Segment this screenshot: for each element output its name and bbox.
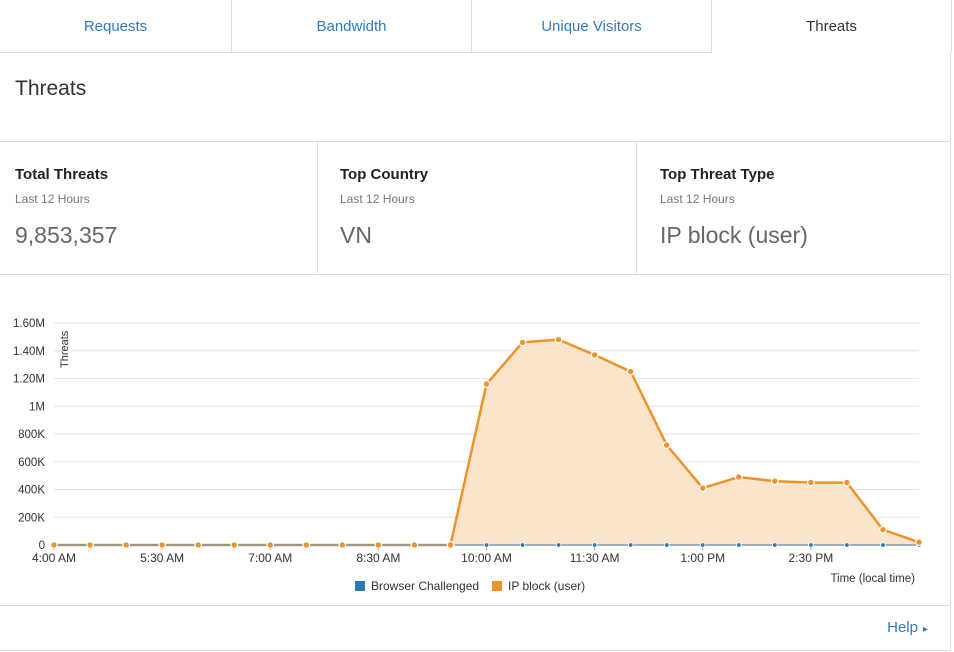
browser-challenged-point — [627, 542, 634, 548]
ip-block-point — [698, 484, 707, 493]
browser-challenged-point — [736, 542, 742, 548]
y-tick-label: 1M — [29, 401, 45, 413]
ip-block-point — [410, 541, 419, 549]
x-tick-label: 4:00 AM — [32, 551, 76, 565]
stat-label: Top Threat Type — [660, 166, 775, 183]
browser-challenged-point — [555, 542, 562, 548]
y-tick-label: 400K — [18, 485, 45, 497]
stats-row: Total Threats Last 12 Hours 9,853,357 To… — [0, 141, 950, 275]
browser-challenged-point — [664, 542, 670, 548]
help-label: Help — [887, 619, 918, 636]
y-tick-label: 200K — [18, 512, 45, 524]
ip-block-point — [194, 541, 203, 549]
x-tick-label: 5:30 AM — [140, 551, 184, 565]
tab-unique-visitors[interactable]: Unique Visitors — [472, 0, 712, 53]
y-tick-label: 0 — [39, 540, 45, 552]
help-link[interactable]: Help ▸ — [887, 619, 928, 636]
legend-swatch-ip-block — [492, 581, 502, 591]
chevron-right-icon: ▸ — [922, 624, 928, 635]
tab-requests[interactable]: Requests — [0, 0, 232, 53]
ip-block-point — [590, 351, 599, 359]
y-tick-label: 1.40M — [13, 346, 45, 358]
browser-challenged-point — [772, 542, 778, 548]
stat-sub: Last 12 Hours — [340, 192, 415, 206]
browser-challenged-point — [880, 542, 886, 548]
browser-challenged-point — [844, 542, 850, 548]
ip-block-point — [50, 541, 58, 549]
divider — [0, 605, 950, 606]
browser-challenged-point — [700, 542, 706, 548]
stat-top-country: Top Country Last 12 Hours VN — [318, 142, 637, 273]
legend-label-browser-challenged: Browser Challenged — [371, 579, 479, 593]
tab-bandwidth[interactable]: Bandwidth — [232, 0, 472, 53]
stat-value: 9,853,357 — [15, 222, 118, 248]
ip-block-point — [843, 478, 851, 487]
stat-value: IP block (user) — [660, 222, 808, 248]
stat-value: VN — [340, 222, 372, 248]
stat-sub: Last 12 Hours — [15, 192, 90, 206]
y-tick-label: 1.20M — [13, 374, 45, 386]
browser-challenged-point — [591, 542, 598, 548]
ip-block-area — [54, 339, 919, 545]
ip-block-point — [338, 541, 347, 549]
ip-block-point — [626, 367, 635, 376]
browser-challenged-point — [519, 542, 526, 548]
browser-challenged-point — [808, 542, 814, 548]
threats-panel: Threats Total Threats Last 12 Hours 9,85… — [0, 52, 951, 651]
legend-swatch-browser-challenged — [355, 581, 365, 591]
stat-sub: Last 12 Hours — [660, 192, 735, 206]
legend-label-ip-block: IP block (user) — [508, 579, 585, 593]
ip-block-point — [122, 541, 130, 549]
ip-block-point — [374, 541, 383, 549]
ip-block-point — [770, 477, 779, 486]
ip-block-point — [554, 335, 563, 344]
ip-block-point — [518, 338, 527, 347]
y-axis-label: Threats — [59, 330, 71, 368]
x-tick-label: 2:30 PM — [789, 551, 834, 565]
x-tick-label: 10:00 AM — [461, 551, 512, 565]
ip-block-point — [230, 541, 239, 549]
x-tick-label: 7:00 AM — [248, 551, 292, 565]
y-tick-label: 1.60M — [13, 318, 45, 330]
ip-block-point — [266, 541, 275, 549]
stat-top-threat-type: Top Threat Type Last 12 Hours IP block (… — [637, 142, 950, 273]
x-axis-label: Time (local time) — [830, 573, 915, 585]
ip-block-point — [86, 541, 94, 549]
threats-chart: 0 200K 400K 600K 800K 1M 1.20M 1.40M 1.60M Threat… — [13, 318, 923, 593]
browser-challenged-point — [483, 542, 490, 548]
tab-threats[interactable]: Threats — [712, 0, 952, 53]
ip-block-point — [734, 473, 743, 481]
ip-block-point — [482, 380, 491, 388]
ip-block-point — [915, 538, 923, 547]
ip-block-point — [662, 441, 671, 450]
page-title: Threats — [15, 77, 87, 100]
x-tick-label: 8:30 AM — [356, 551, 400, 565]
stat-label: Top Country — [340, 166, 429, 183]
ip-block-point — [879, 525, 887, 534]
tab-bar: Requests Bandwidth Unique Visitors Threa… — [0, 0, 952, 53]
ip-block-point — [446, 541, 455, 549]
y-tick-label: 600K — [18, 457, 45, 469]
x-tick-label: 11:30 AM — [570, 551, 620, 565]
ip-block-point — [806, 478, 815, 487]
x-tick-label: 1:00 PM — [680, 551, 725, 565]
ip-block-point — [158, 541, 167, 549]
stat-total-threats: Total Threats Last 12 Hours 9,853,357 — [0, 142, 318, 273]
stat-label: Total Threats — [15, 166, 109, 183]
ip-block-point — [302, 541, 311, 549]
y-tick-label: 800K — [18, 429, 45, 441]
